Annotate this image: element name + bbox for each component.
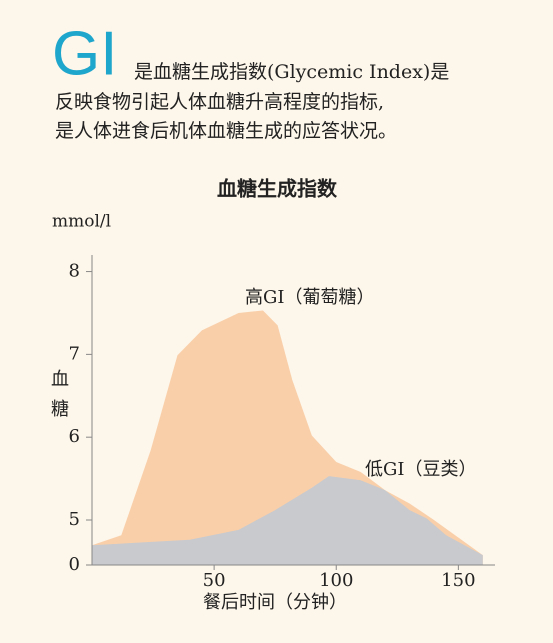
- series-label: 高GI（葡萄糖）: [245, 287, 375, 308]
- y-unit: mmol/l: [52, 212, 111, 232]
- area: [92, 476, 483, 565]
- intro-line: 反映食物引起人体血糖升高程度的指标,: [55, 91, 384, 113]
- y-label: 血: [51, 369, 69, 390]
- intro-line: 是血糖生成指数(Glycemic Index)是: [134, 61, 449, 83]
- logo: GI: [52, 19, 117, 88]
- y-tick-label: 0: [69, 554, 80, 575]
- y-tick-label: 5: [69, 509, 80, 530]
- intro-line: 是人体进食后机体血糖生成的应答状况。: [55, 120, 397, 142]
- y-tick-label: 6: [69, 426, 80, 447]
- x-label: 餐后时间（分钟）: [203, 592, 347, 613]
- chart-title: 血糖生成指数: [217, 177, 338, 201]
- series-label: 低GI（豆类）: [365, 459, 477, 480]
- y-label: 糖: [51, 399, 69, 420]
- x-tick-label: 100: [319, 570, 353, 591]
- x-tick-label: 50: [203, 570, 226, 591]
- x-tick-label: 150: [441, 570, 475, 591]
- y-tick-label: 8: [69, 261, 80, 282]
- y-tick-label: 7: [69, 343, 80, 364]
